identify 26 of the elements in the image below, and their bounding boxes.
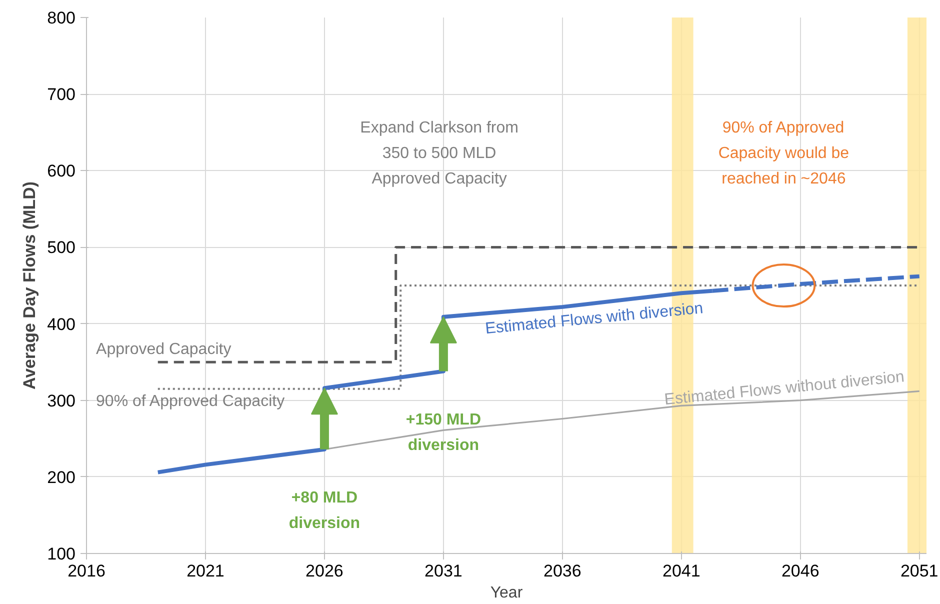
annotation: 90% of Approved Capacity would be reached in ~2046 — [718, 119, 850, 188]
y-tick-label: 100 — [47, 544, 76, 564]
y-tick-label: 800 — [47, 8, 76, 28]
y-tick-label: 300 — [47, 391, 76, 410]
series-label: 90% of Approved Capacity — [96, 392, 285, 410]
y-tick-label: 400 — [47, 314, 76, 334]
x-tick-label: 2031 — [424, 562, 462, 580]
series-label: Approved Capacity — [96, 341, 232, 358]
x-axis-title: Year — [490, 584, 524, 602]
annotation: Expand Clarkson from 350 to 500 MLD Approved Capacity — [360, 119, 518, 188]
text: Estimated Flows with diversion — [484, 300, 704, 338]
x-tick-label: 2021 — [186, 562, 224, 580]
y-tick-label: 700 — [47, 85, 76, 104]
x-tick-label: 2016 — [68, 562, 106, 580]
x-tick-label: 2046 — [781, 562, 820, 580]
y-tick-label: 600 — [47, 162, 76, 181]
x-tick-label: 2041 — [662, 562, 700, 580]
y-tick-label: 500 — [47, 238, 76, 258]
y-tick-label: 200 — [47, 468, 76, 487]
x-tick-label: 2026 — [306, 562, 344, 580]
x-tick-label: 2036 — [544, 562, 582, 580]
x-tick-label: 2051 — [900, 562, 938, 580]
y-axis-title: Average Day Flows (MLD) — [20, 181, 40, 390]
annotation: +150 MLD diversion — [406, 411, 482, 454]
text: Estimated Flows without diversion — [664, 368, 906, 409]
annotation: +80 MLD diversion — [288, 489, 360, 532]
